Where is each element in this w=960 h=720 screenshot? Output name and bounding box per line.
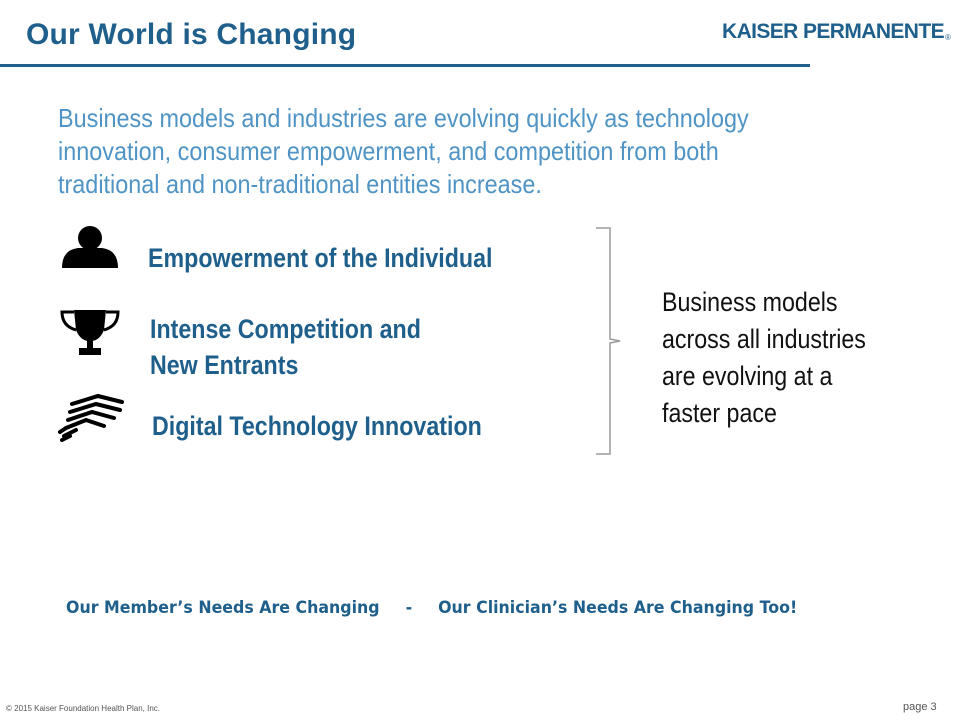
banner-member-text: Our Member’s Needs Are Changing bbox=[66, 598, 380, 618]
item-digital-label: Digital Technology Innovation bbox=[152, 408, 482, 444]
title-underline bbox=[0, 64, 810, 67]
banner-clinician-text: Our Clinician’s Needs Are Changing Too! bbox=[438, 598, 798, 618]
page-number: page 3 bbox=[903, 701, 937, 713]
summary-line: across all industries bbox=[662, 324, 866, 354]
right-bracket bbox=[596, 227, 621, 455]
banner-separator: - bbox=[405, 598, 413, 618]
kaiser-permanente-logo: KAISER PERMANENTE ® bbox=[716, 14, 951, 50]
summary-line: are evolving at a bbox=[662, 361, 833, 391]
logo-wordmark: KAISER PERMANENTE bbox=[722, 20, 945, 43]
item-line: Intense Competition and bbox=[150, 314, 421, 344]
page-title: Our World is Changing bbox=[26, 18, 357, 51]
copyright-notice: © 2015 Kaiser Foundation Health Plan, In… bbox=[6, 704, 160, 713]
item-line: New Entrants bbox=[150, 350, 299, 380]
trophy-icon bbox=[60, 310, 120, 355]
bottom-banner: Our Member’s Needs Are Changing - Our Cl… bbox=[66, 598, 797, 618]
digital-hand-icon bbox=[58, 393, 124, 442]
item-line: Empowerment of the Individual bbox=[148, 243, 493, 273]
registered-mark: ® bbox=[945, 33, 951, 42]
person-icon bbox=[62, 226, 118, 268]
intro-paragraph: Business models and industries are evolv… bbox=[58, 103, 749, 199]
summary-line: Business models bbox=[662, 287, 838, 317]
item-line: Digital Technology Innovation bbox=[152, 411, 482, 441]
item-empowerment-label: Empowerment of the Individual bbox=[148, 240, 492, 276]
item-competition-label: Intense Competition and New Entrants bbox=[150, 311, 421, 383]
summary-line: faster pace bbox=[662, 398, 777, 428]
summary-text: Business models across all industries ar… bbox=[662, 284, 911, 432]
